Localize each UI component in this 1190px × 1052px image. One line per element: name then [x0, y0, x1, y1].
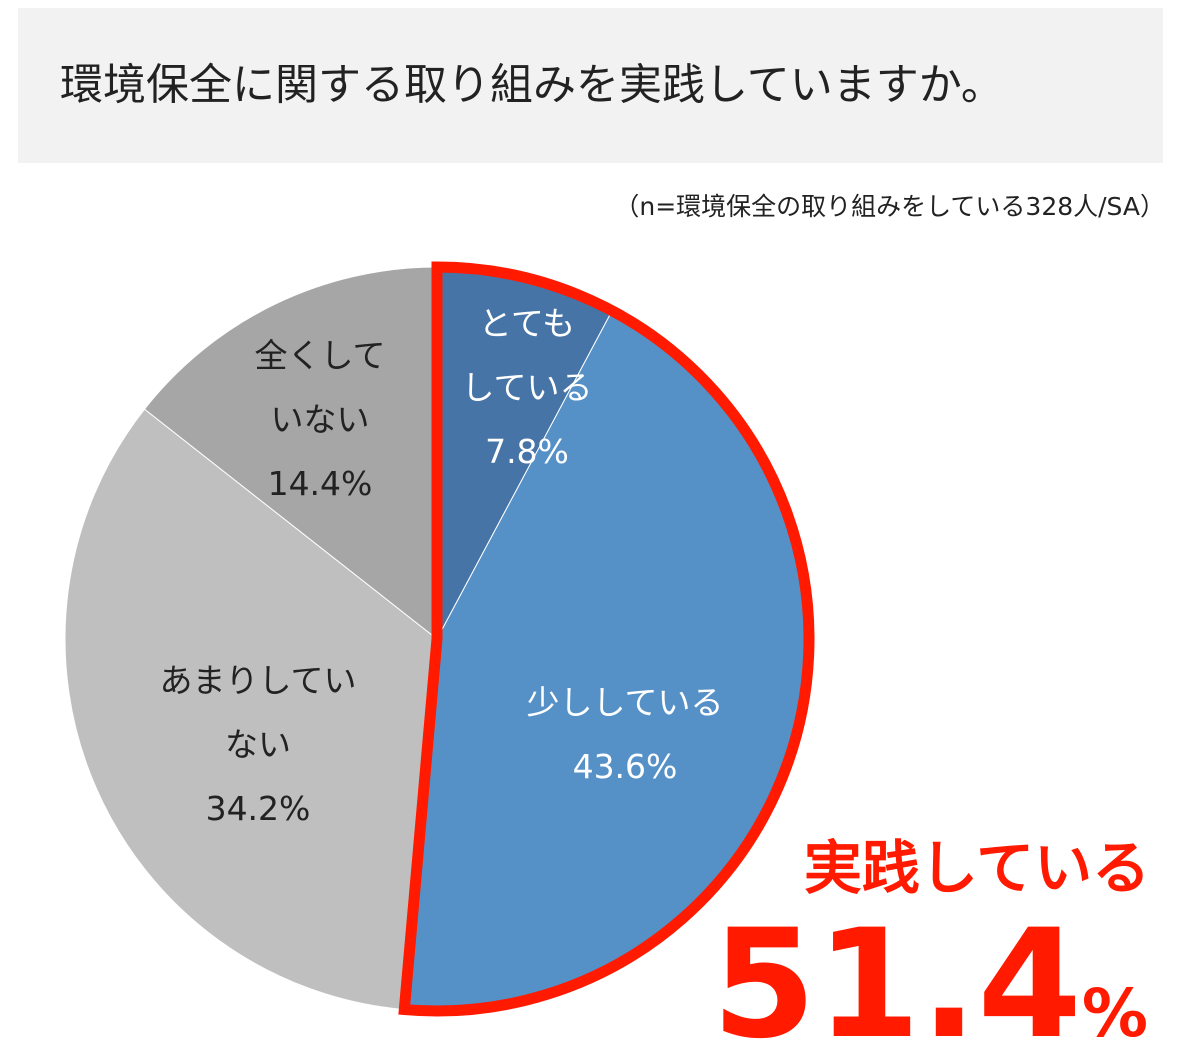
highlight-outline — [398, 261, 815, 1017]
value-label: 34.2% — [205, 789, 311, 828]
value-label: 7.8% — [485, 432, 569, 471]
highlight-value: 51.4% — [712, 898, 1148, 1052]
highlight-number: 51.4 — [712, 898, 1082, 1052]
slice-label: 少ししている 43.6% — [526, 671, 723, 799]
title-box — [18, 8, 1163, 163]
slice-label: あまりしてい ない 34.2% — [159, 649, 356, 841]
value-label: 14.4% — [267, 464, 373, 503]
category-label: あまりしてい ない — [159, 661, 357, 764]
chart-title: 環境保全に関する取り組みを実践していますか。 — [60, 61, 1004, 111]
slice-label: 全くして いない 14.4% — [254, 324, 385, 516]
value-label: 43.6% — [572, 747, 678, 786]
category-label: とても している — [461, 304, 593, 407]
subtitle: （n=環境保全の取り組みをしている328人/SA） — [614, 192, 1165, 221]
slice-label: とても している 7.8% — [461, 292, 592, 484]
pie-slice — [64, 408, 438, 1011]
category-label: 全くして いない — [254, 336, 386, 439]
highlight-unit: % — [1082, 975, 1148, 1052]
category-label: 少ししている — [526, 683, 724, 722]
pie-slice — [143, 266, 438, 641]
highlight-label: 実践している — [804, 834, 1150, 902]
